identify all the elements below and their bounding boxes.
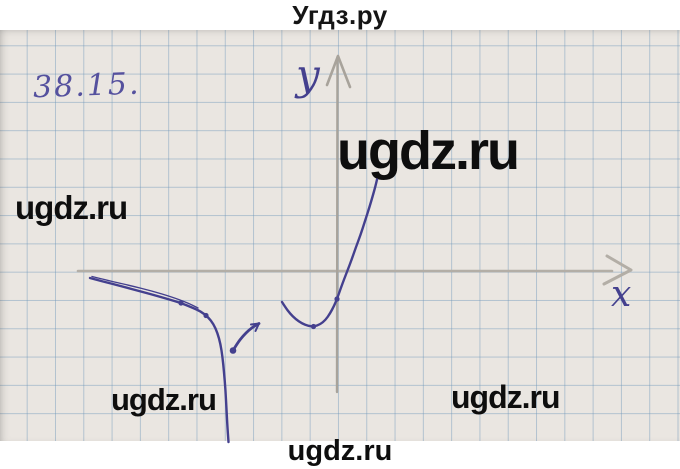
function-curve [88,178,379,444]
site-footer: ugdz.ru [0,437,680,469]
x-axis-label: x [611,274,631,315]
problem-number: 38.15. [32,67,141,106]
watermark-bottom-right: ugdz.ru [451,379,561,415]
curve-point-dot [310,323,317,330]
curve-right-branch [280,178,379,328]
curve-point-dot [334,296,340,302]
x-axis-arrowhead-icon [602,254,633,286]
curve-arrow-stroke [231,322,261,352]
y-axis-line [335,55,339,394]
watermark-left: ugdz.ru [15,189,128,226]
y-axis-arrowhead-icon [325,54,352,89]
curve-stroke-start-blob [229,347,237,354]
curve-arrowhead-icon [250,322,260,332]
watermark-bottom-left: ugdz.ru [111,382,217,417]
curve-point-dot [178,300,184,306]
axes [76,54,633,394]
site-header: Угдз.ру [0,0,680,30]
watermark-center: ugdz.ru [337,121,520,181]
curve-left-branch-overdraw [91,275,199,309]
curve-point-dot [203,312,209,319]
y-axis-label: y [294,50,321,99]
curve-left-branch [88,276,230,444]
site-footer-title: ugdz.ru [287,435,393,467]
site-header-title: Угдз.ру [292,0,388,30]
marked-points [178,296,340,354]
graph-paper [0,30,680,441]
